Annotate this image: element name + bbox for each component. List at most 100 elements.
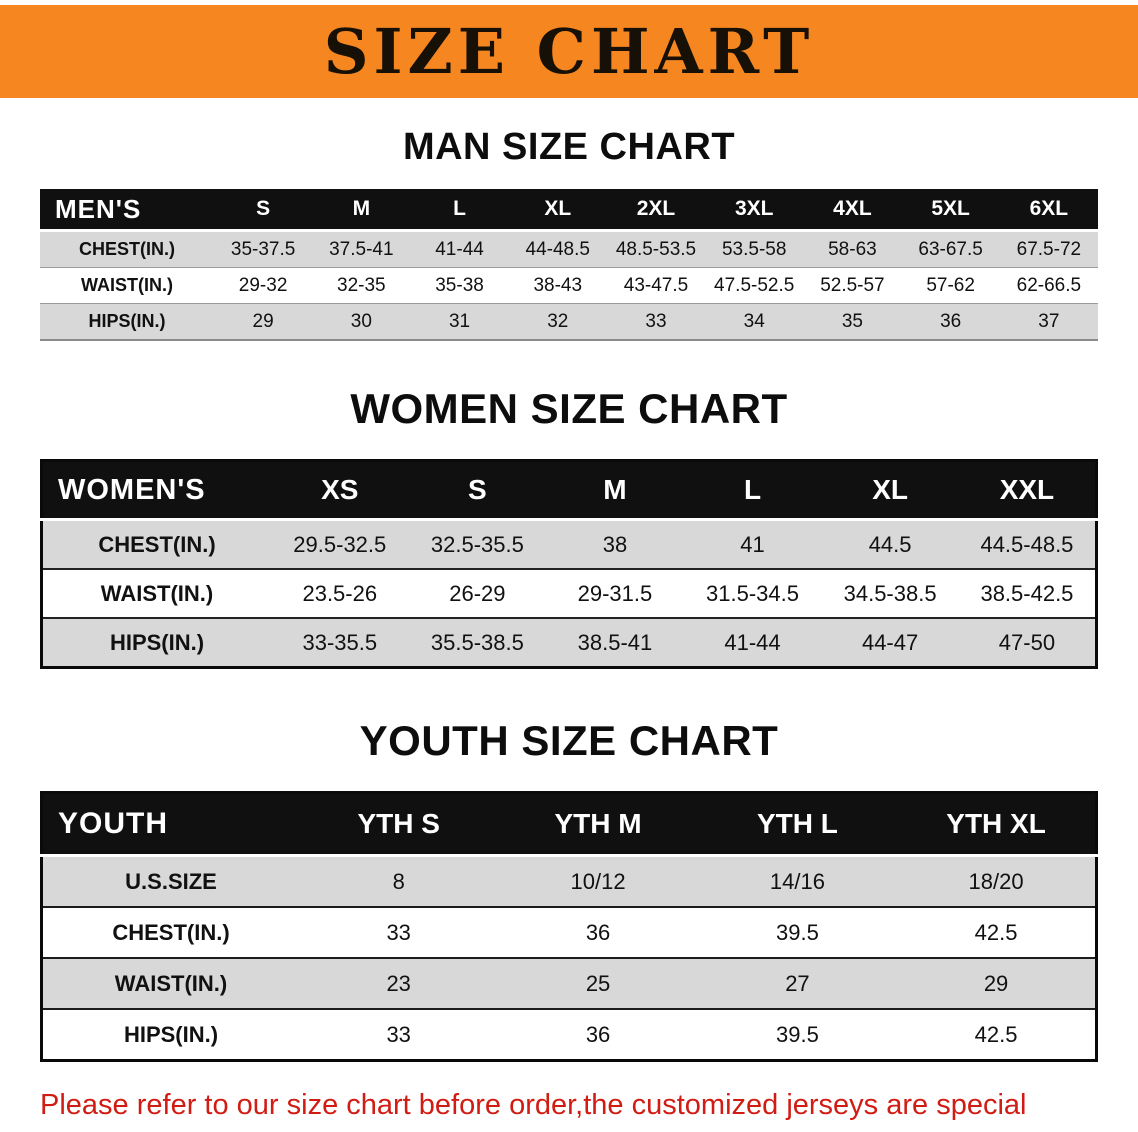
size-value-cell: 57-62 (901, 267, 1000, 304)
size-value-cell: 42.5 (897, 1008, 1097, 1061)
size-value-cell: 63-67.5 (901, 230, 1000, 268)
size-value-cell: 23 (299, 957, 499, 1009)
measurement-label: CHEST(IN.) (41, 906, 299, 958)
measurement-row: CHEST(IN.) 29.5-32.5 32.5-35.5 38 41 44.5 44.5… (41, 518, 1097, 569)
footer-note-line-1: Please refer to our size chart before or… (40, 1089, 1027, 1132)
men-size-section: MAN SIZE CHART MEN'S S M L XL 2XL 3XL 4XL 5XL 6XL… (0, 126, 1138, 341)
women-section-heading: WOMEN SIZE CHART (350, 385, 788, 432)
measurement-row: HIPS(IN.) 33 36 39.5 42.5 (41, 1008, 1097, 1061)
size-value-cell: 38-43 (508, 267, 607, 304)
size-value-cell: 33 (299, 1008, 499, 1061)
size-value-cell: 41-44 (683, 617, 822, 668)
page-title: SIZE CHART (323, 14, 815, 88)
size-value-cell: 32 (508, 303, 607, 340)
table-corner-label: MEN'S (40, 189, 214, 232)
size-value-cell: 36 (498, 906, 698, 958)
size-value-cell: 36 (901, 303, 1000, 340)
size-value-cell: 35-37.5 (214, 230, 313, 268)
size-column-header: YTH L (697, 792, 898, 857)
size-column-header: 2XL (606, 189, 706, 232)
size-header-row: YOUTH YTH S YTH M YTH L YTH XL (41, 792, 1097, 857)
size-column-header: M (546, 460, 684, 521)
size-value-cell: 41-44 (410, 230, 509, 268)
size-value-cell: 62-66.5 (999, 267, 1098, 304)
size-column-header: S (408, 460, 547, 521)
size-value-cell: 48.5-53.5 (606, 230, 706, 268)
size-column-header: 6XL (999, 189, 1098, 232)
measurement-row: HIPS(IN.) 33-35.5 35.5-38.5 38.5-41 41-44 44-… (41, 617, 1097, 668)
measurement-row: WAIST(IN.) 29-32 32-35 35-38 38-43 43-47.5 47.… (40, 267, 1098, 304)
measurement-row: CHEST(IN.) 35-37.5 37.5-41 41-44 44-48.5 48.5… (40, 230, 1098, 268)
size-value-cell: 38.5-42.5 (958, 568, 1097, 618)
size-column-header: 5XL (901, 189, 1000, 232)
measurement-row: WAIST(IN.) 23 25 27 29 (41, 957, 1097, 1009)
size-value-cell: 67.5-72 (999, 230, 1098, 268)
size-header-row: WOMEN'S XS S M L XL XXL (41, 460, 1097, 521)
size-value-cell: 43-47.5 (606, 267, 706, 304)
size-value-cell: 37.5-41 (312, 230, 411, 268)
size-column-header: YTH M (498, 792, 698, 857)
table-corner-label: YOUTH (41, 792, 299, 857)
size-column-header: L (683, 460, 822, 521)
size-value-cell: 44.5-48.5 (958, 518, 1097, 569)
size-value-cell: 44.5 (821, 518, 959, 569)
size-value-cell: 34.5-38.5 (821, 568, 959, 618)
size-value-cell: 33 (299, 906, 499, 958)
size-value-cell: 53.5-58 (705, 230, 804, 268)
measurement-label: WAIST(IN.) (41, 568, 271, 618)
size-value-cell: 35 (803, 303, 902, 340)
size-column-header: YTH XL (897, 792, 1097, 857)
size-value-cell: 18/20 (897, 854, 1097, 907)
measurement-row: U.S.SIZE 8 10/12 14/16 18/20 (41, 854, 1097, 907)
size-column-header: S (214, 189, 313, 232)
size-value-cell: 52.5-57 (803, 267, 902, 304)
size-header-row: MEN'S S M L XL 2XL 3XL 4XL 5XL 6XL (40, 189, 1098, 232)
measurement-row: CHEST(IN.) 33 36 39.5 42.5 (41, 906, 1097, 958)
size-value-cell: 34 (705, 303, 804, 340)
men-section-heading: MAN SIZE CHART (402, 126, 736, 168)
size-column-header: 4XL (803, 189, 902, 232)
youth-size-section: YOUTH SIZE CHART YOUTH YTH S YTH M YTH L YTH… (0, 717, 1138, 1062)
title-banner: SIZE CHART (0, 5, 1138, 98)
size-value-cell: 14/16 (697, 854, 898, 907)
size-column-header: 3XL (705, 189, 804, 232)
size-value-cell: 36 (498, 1008, 698, 1061)
size-value-cell: 38 (546, 518, 684, 569)
measurement-label: WAIST(IN.) (40, 267, 214, 304)
size-value-cell: 25 (498, 957, 698, 1009)
measurement-row: HIPS(IN.) 29 30 31 32 33 34 35 36 37 (40, 303, 1098, 340)
size-value-cell: 23.5-26 (271, 568, 409, 618)
size-value-cell: 37 (999, 303, 1098, 340)
size-value-cell: 42.5 (897, 906, 1097, 958)
measurement-label: U.S.SIZE (41, 854, 299, 907)
measurement-row: WAIST(IN.) 23.5-26 26-29 29-31.5 31.5-34.5 34… (41, 568, 1097, 618)
size-value-cell: 58-63 (803, 230, 902, 268)
size-value-cell: 41 (683, 518, 822, 569)
measurement-label: HIPS(IN.) (41, 1008, 299, 1061)
footer-note: Please refer to our size chart before or… (0, 1084, 1138, 1132)
size-value-cell: 26-29 (408, 568, 547, 618)
size-value-cell: 30 (312, 303, 411, 340)
size-value-cell: 29-31.5 (546, 568, 684, 618)
size-column-header: XL (821, 460, 959, 521)
size-column-header: YTH S (299, 792, 499, 857)
measurement-label: HIPS(IN.) (41, 617, 271, 668)
size-value-cell: 31 (410, 303, 509, 340)
women-size-table: WOMEN'S XS S M L XL XXL CHEST(IN.) 29.5-32.5 32.5… (40, 459, 1098, 669)
size-value-cell: 47.5-52.5 (705, 267, 804, 304)
size-value-cell: 32-35 (312, 267, 411, 304)
size-value-cell: 8 (299, 854, 499, 907)
size-value-cell: 39.5 (697, 906, 898, 958)
size-value-cell: 39.5 (697, 1008, 898, 1061)
size-value-cell: 33-35.5 (271, 617, 409, 668)
size-value-cell: 38.5-41 (546, 617, 684, 668)
size-value-cell: 29.5-32.5 (271, 518, 409, 569)
youth-section-heading: YOUTH SIZE CHART (359, 717, 779, 764)
measurement-label: CHEST(IN.) (40, 230, 214, 268)
men-size-table: MEN'S S M L XL 2XL 3XL 4XL 5XL 6XL CHEST(IN.) 35-37… (40, 189, 1098, 341)
size-value-cell: 44-47 (821, 617, 959, 668)
size-value-cell: 29-32 (214, 267, 313, 304)
size-value-cell: 29 (214, 303, 313, 340)
size-value-cell: 33 (606, 303, 706, 340)
